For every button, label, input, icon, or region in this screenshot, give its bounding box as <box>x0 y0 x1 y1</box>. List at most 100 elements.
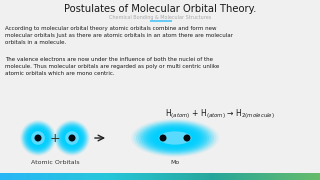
Bar <box>18 173 20 180</box>
Bar <box>216 173 218 180</box>
Circle shape <box>32 132 44 144</box>
Bar <box>123 173 125 180</box>
Text: H$_{(atom)}$ + H$_{(atom)}$ → H$_{2(molecule)}$: H$_{(atom)}$ + H$_{(atom)}$ → H$_{2(mole… <box>165 107 275 121</box>
Bar <box>296 173 298 180</box>
Circle shape <box>28 128 48 148</box>
Bar <box>58 173 60 180</box>
Circle shape <box>57 123 87 153</box>
Bar <box>21 173 23 180</box>
Bar <box>118 173 121 180</box>
Bar <box>310 173 313 180</box>
Ellipse shape <box>163 133 187 143</box>
Text: +: + <box>50 132 60 145</box>
Bar <box>126 173 129 180</box>
Bar <box>48 173 50 180</box>
Bar <box>157 173 159 180</box>
Bar <box>221 173 223 180</box>
Circle shape <box>34 134 43 143</box>
Bar <box>168 173 170 180</box>
Ellipse shape <box>143 124 207 152</box>
Ellipse shape <box>160 132 190 144</box>
Bar <box>218 173 220 180</box>
Bar <box>243 173 245 180</box>
Bar <box>302 173 305 180</box>
Bar <box>50 173 52 180</box>
Circle shape <box>35 134 42 142</box>
Ellipse shape <box>133 120 217 156</box>
Bar <box>262 173 265 180</box>
Circle shape <box>21 121 55 155</box>
Bar <box>93 173 95 180</box>
Bar <box>120 173 122 180</box>
Bar <box>312 173 314 180</box>
Bar <box>234 173 236 180</box>
Bar <box>3 173 5 180</box>
Bar <box>170 173 172 180</box>
Bar <box>6 173 9 180</box>
Circle shape <box>20 120 56 156</box>
Bar <box>78 173 81 180</box>
Bar <box>19 173 21 180</box>
Text: Postulates of Molecular Orbital Theory.: Postulates of Molecular Orbital Theory. <box>64 4 256 14</box>
Bar <box>155 173 157 180</box>
Ellipse shape <box>170 136 180 140</box>
Bar <box>222 173 225 180</box>
Circle shape <box>65 131 79 145</box>
Circle shape <box>68 134 76 143</box>
Bar <box>315 173 317 180</box>
Bar <box>206 173 209 180</box>
Bar <box>46 173 49 180</box>
Bar <box>72 173 74 180</box>
Bar <box>277 173 279 180</box>
Bar <box>112 173 114 180</box>
Bar <box>283 173 285 180</box>
Bar <box>270 173 273 180</box>
Bar <box>42 173 44 180</box>
Bar <box>24 173 26 180</box>
Bar <box>131 173 133 180</box>
Bar <box>99 173 101 180</box>
Circle shape <box>29 129 47 147</box>
Bar <box>258 173 260 180</box>
Circle shape <box>62 128 82 148</box>
Bar <box>226 173 228 180</box>
Circle shape <box>61 127 83 149</box>
Text: According to molecular orbital theory atomic orbitals combine and form new
molec: According to molecular orbital theory at… <box>5 26 233 45</box>
Bar <box>269 173 271 180</box>
Bar <box>190 173 193 180</box>
Bar <box>211 173 213 180</box>
Bar <box>122 173 124 180</box>
Bar <box>77 173 79 180</box>
Bar <box>70 173 73 180</box>
Bar <box>214 173 217 180</box>
Bar <box>37 173 39 180</box>
Bar <box>130 173 132 180</box>
Ellipse shape <box>136 121 214 155</box>
Bar <box>224 173 226 180</box>
Bar <box>22 173 25 180</box>
Bar <box>82 173 84 180</box>
Bar <box>280 173 282 180</box>
Text: Chemical Bonding & Molecular Structures: Chemical Bonding & Molecular Structures <box>109 15 211 19</box>
Circle shape <box>59 125 85 152</box>
Bar <box>133 173 135 180</box>
Bar <box>114 173 116 180</box>
Circle shape <box>31 131 45 145</box>
Bar <box>62 173 65 180</box>
Bar <box>94 173 97 180</box>
Bar <box>125 173 127 180</box>
Circle shape <box>35 134 42 141</box>
Bar <box>152 173 154 180</box>
Bar <box>210 173 212 180</box>
Text: Atomic Orbitals: Atomic Orbitals <box>31 160 79 165</box>
Bar <box>104 173 106 180</box>
Bar <box>43 173 45 180</box>
Circle shape <box>183 134 190 141</box>
Bar <box>32 173 34 180</box>
Bar <box>208 173 210 180</box>
Bar <box>275 173 277 180</box>
Bar <box>67 173 69 180</box>
Circle shape <box>66 132 78 144</box>
Ellipse shape <box>156 130 195 147</box>
Bar <box>107 173 109 180</box>
